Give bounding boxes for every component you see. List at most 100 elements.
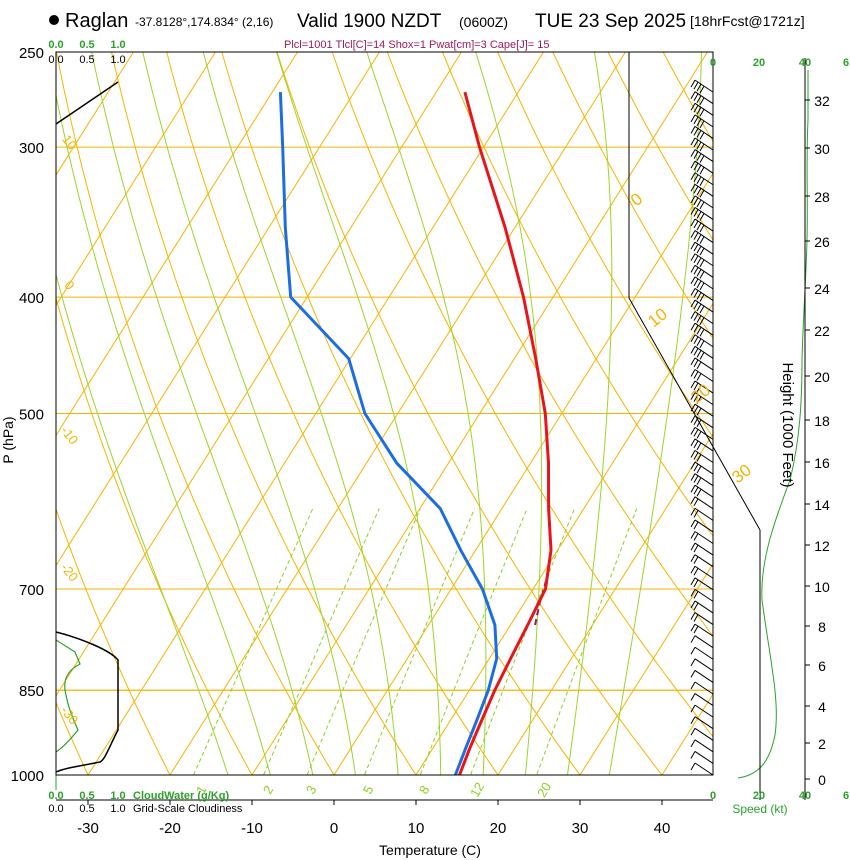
wind-barb-flag [696, 83, 702, 92]
wind-barb-flag [690, 508, 696, 516]
cloudiness-label: Grid-Scale Cloudiness [133, 803, 243, 815]
wind-barb [690, 484, 714, 498]
wind-barb [690, 218, 714, 233]
cloudiness-tick-bottom: 0.5 [79, 803, 94, 815]
location-coords: -37.8128°,174.834° (2,16) [135, 15, 273, 29]
wind-barb-staff [694, 612, 714, 625]
wind-barb [690, 403, 714, 417]
height-tick-label: 8 [818, 619, 826, 635]
x-tick-label: -30 [77, 820, 99, 837]
isotherm-line [56, 52, 298, 437]
wind-barb-flag [690, 230, 696, 238]
wind-barb-flag [693, 567, 699, 576]
height-tick-label: 16 [814, 455, 830, 471]
wind-barb-flag [693, 486, 699, 495]
cloudiness-tick-top: 1.0 [110, 54, 125, 66]
wind-barb-flag [690, 334, 696, 343]
speed-tick-bottom: 40 [799, 790, 811, 802]
wind-barb-flag [690, 716, 696, 724]
isotherm-label: -30 [58, 703, 81, 727]
wind-barb-flag [696, 269, 702, 277]
mixing-ratio-label: 3 [303, 783, 320, 797]
isotherm-label: -20 [58, 560, 81, 584]
wind-barb [690, 288, 714, 302]
wind-barb-flag [690, 184, 696, 192]
wind-barb-flag [690, 542, 696, 551]
moist-adiabat-line [608, 52, 702, 775]
wind-barb [690, 450, 714, 463]
mixing-ratio-label: 12 [467, 780, 487, 800]
wind-barb-staff [694, 646, 714, 660]
wind-barb-flag [690, 172, 696, 180]
wind-barb [690, 345, 714, 360]
height-tick-label: 10 [814, 579, 830, 595]
wind-barb [690, 507, 714, 521]
wind-barb-flag [690, 670, 696, 678]
wind-barb-flag [699, 271, 705, 279]
wind-barb [690, 276, 714, 291]
wind-barb-flag [690, 149, 696, 157]
wind-barb-flag [690, 265, 696, 273]
wind-barb-flag [693, 197, 699, 206]
wind-barb-flag [690, 623, 696, 632]
wind-barb [690, 126, 714, 140]
wind-barb-flag [696, 176, 702, 184]
wind-barb [690, 299, 714, 314]
wind-barb-flag [690, 346, 696, 354]
mixing-ratio-line [419, 508, 528, 775]
isotherm-line [415, 302, 713, 775]
speed-tick-top: 0 [710, 57, 716, 69]
wind-barb [690, 149, 714, 163]
wind-barb-flag [693, 220, 699, 229]
wind-barb-flag [693, 162, 699, 171]
wind-barb [690, 554, 714, 568]
wind-barb-flag [696, 350, 702, 358]
wind-barb-flag [696, 407, 702, 416]
height-tick-label: 32 [814, 93, 830, 109]
cloudwater-tick-top: 0.0 [48, 39, 63, 51]
isotherm-line [579, 562, 713, 775]
dry-adiabat-label: 10 [644, 304, 671, 331]
wind-barb-flag [696, 257, 702, 265]
wind-barb-flag [696, 107, 702, 115]
wind-barb-flag [693, 440, 699, 449]
wind-barb-flag [693, 475, 699, 483]
dry-adiabat-line [552, 52, 713, 340]
wind-barb-flag [690, 473, 696, 481]
wind-barb-flag [696, 222, 702, 231]
pressure-tick-label: 400 [19, 290, 44, 307]
wind-barb-flag [696, 211, 702, 219]
wind-barb-flag [690, 403, 696, 412]
wind-barb [690, 519, 714, 533]
wind-barb-staff [694, 693, 714, 706]
wind-barb-flag [696, 488, 702, 497]
moist-adiabat-line [276, 52, 442, 775]
wind-barb-flag [690, 739, 696, 748]
isotherm-line [333, 172, 713, 775]
dry-adiabat-line [276, 52, 663, 775]
mixing-ratio-label: 20 [534, 780, 554, 800]
wind-barb [690, 438, 714, 452]
wind-barb-flag [696, 431, 702, 439]
wind-barb-flag [690, 114, 696, 123]
wind-barb-flag [690, 288, 696, 296]
wind-barb [690, 716, 714, 730]
isotherm-line [56, 52, 380, 567]
wind-barb [690, 79, 714, 94]
wind-barb-flag [693, 209, 699, 217]
mixing-ratio-label: 8 [416, 783, 433, 797]
wind-barb-flag [699, 305, 705, 314]
wind-barb-flag [690, 79, 696, 88]
wind-barb-flag [693, 498, 699, 507]
wind-barb-flag [696, 396, 702, 404]
wind-barb-flag [699, 294, 705, 302]
wind-barb-flag [690, 276, 696, 285]
wind-barb [690, 264, 714, 279]
moist-adiabat-line [202, 52, 399, 775]
mixing-ratio-line [192, 508, 314, 775]
wind-barb-flag [690, 207, 696, 215]
speed-tick-top: 6 [843, 57, 849, 69]
wind-barb-staff [694, 600, 714, 614]
temperature-line [458, 91, 553, 775]
